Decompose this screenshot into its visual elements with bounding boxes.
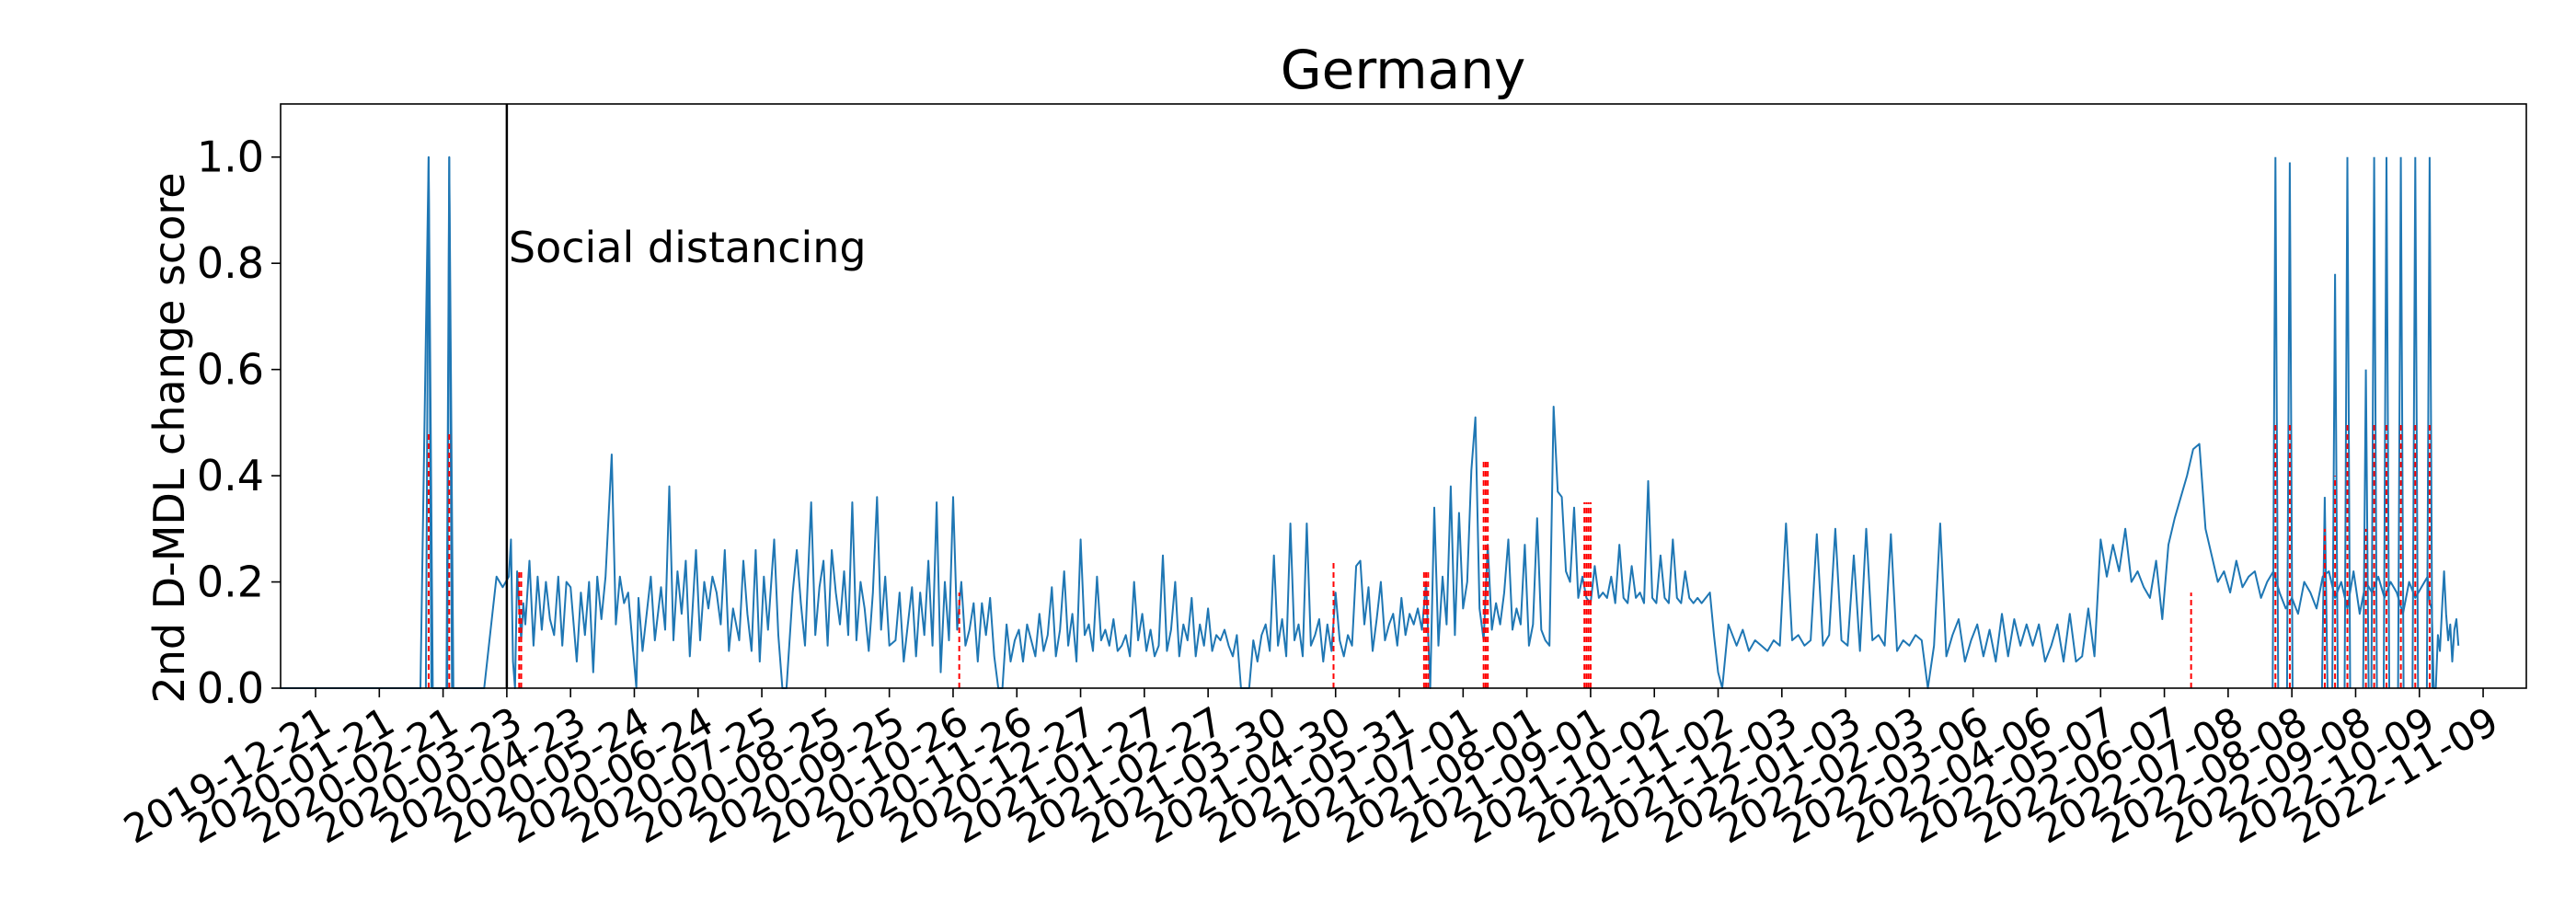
annotation-label: Social distancing [509,223,867,272]
spike-6 [2343,156,2352,689]
x-axis: 2019-12-212020-01-212020-02-212020-03-23… [117,688,2506,854]
chart-title: Germany [1281,39,1526,101]
y-tick-label: 0.0 [197,663,264,713]
y-tick-label: 0.2 [197,558,264,607]
spike-12 [2425,156,2433,689]
y-axis-label: 2nd D-MDL change score [144,172,194,703]
y-tick-label: 1.0 [197,132,264,182]
plot-area: Social distancing [281,104,2460,689]
spike-10 [2397,156,2405,689]
spike-3 [2285,162,2294,689]
spike-0 [424,156,432,689]
spike-8 [2370,156,2378,689]
spike-2 [2271,156,2280,689]
axes-frame [280,103,2527,689]
spike-11 [2411,156,2420,689]
spike-7 [2362,369,2370,689]
y-tick-label: 0.4 [197,451,264,500]
spike-9 [2383,156,2390,689]
y-tick-label: 0.6 [197,345,264,395]
spike-5 [2331,273,2340,689]
series-line-0 [281,155,2460,689]
spike-1 [445,156,454,689]
spike-4 [2320,497,2329,689]
y-axis: 0.0 0.2 0.4 0.6 0.8 1.0 [197,132,281,713]
y-tick-label: 0.8 [197,238,264,288]
